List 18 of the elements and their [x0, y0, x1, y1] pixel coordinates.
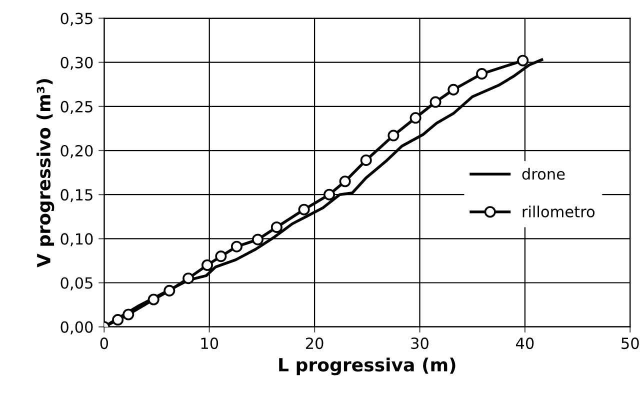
y-tick-label: 0,30: [60, 56, 93, 70]
legend-label: rillometro: [522, 206, 595, 218]
y-tick-label: 0,15: [60, 189, 92, 202]
x-tick-label: 20: [306, 338, 324, 350]
y-tick-label: 0,25: [60, 100, 92, 114]
x-tick-label: 40: [516, 338, 534, 350]
y-tick-label: 0,00: [60, 321, 93, 334]
legend-label: drone: [522, 168, 565, 180]
x-tick-label: 50: [622, 338, 639, 350]
x-tick-label: 30: [411, 338, 428, 350]
y-axis-title: V progressivo (m³): [36, 79, 54, 268]
x-tick-label: 0: [100, 338, 108, 350]
y-tick-label: 0,20: [60, 144, 93, 158]
y-tick-label: 0,35: [60, 12, 92, 26]
y-tick-label: 0,10: [60, 233, 93, 246]
x-tick-label: 10: [201, 338, 218, 350]
y-tick-label: 0,05: [60, 277, 92, 290]
x-axis-title: L progressiva (m): [279, 358, 456, 376]
